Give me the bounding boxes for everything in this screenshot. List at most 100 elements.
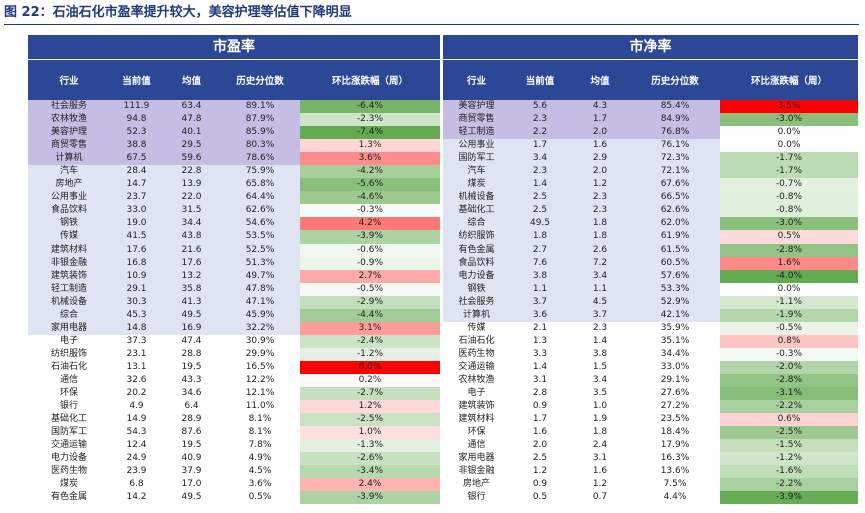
- table-row: 有色金属 14.2 49.5 0.5% -3.9%: [28, 491, 440, 505]
- cell: 综合: [443, 217, 510, 231]
- cell: 85.9%: [220, 126, 300, 140]
- cell: 3.4: [510, 152, 570, 166]
- table-row: 钢铁 1.1 1.1 53.3% 0.0%: [443, 282, 858, 296]
- cell: 1.2%: [300, 400, 440, 414]
- cell: 钢铁: [443, 282, 510, 296]
- cell: 37.3: [110, 334, 163, 348]
- cell: 16.5%: [220, 360, 300, 374]
- cell: 11.0%: [220, 400, 300, 414]
- cell: 0.6%: [720, 413, 858, 427]
- cell: 轻工制造: [443, 126, 510, 140]
- cell: 电力设备: [28, 452, 110, 466]
- cell: 16.3%: [630, 452, 720, 466]
- table-row: 传媒 2.1 2.3 35.9% -0.5%: [443, 321, 858, 335]
- cell: 76.1%: [630, 139, 720, 153]
- cell: 21.6: [163, 243, 220, 257]
- cell: 0.5: [510, 491, 570, 505]
- cell: 47.8: [163, 113, 220, 127]
- cell: 房地产: [28, 178, 110, 192]
- cell: 47.8%: [220, 282, 300, 296]
- table-row: 石油石化 13.1 19.5 16.5% 8.0%: [28, 360, 440, 374]
- cell: 交通运输: [443, 360, 510, 374]
- cell: 2.6: [570, 243, 630, 257]
- table-row: 电力设备 3.8 3.4 57.6% -4.0%: [443, 269, 858, 283]
- cell: 8.0%: [300, 360, 440, 374]
- column-header: 均值: [590, 76, 610, 87]
- cell: -2.8%: [720, 243, 858, 257]
- cell: 基础化工: [443, 204, 510, 218]
- cell: 传媒: [28, 230, 110, 244]
- cell: 33.0%: [630, 360, 720, 374]
- cell: 16.8: [110, 256, 163, 270]
- table-row: 纺织服饰 23.1 28.8 29.9% -1.2%: [28, 347, 440, 361]
- cell: 2.7%: [300, 269, 440, 283]
- cell: 公用事业: [443, 139, 510, 153]
- table-row: 医药生物 23.9 37.9 4.5% -3.4%: [28, 465, 440, 479]
- cell: 63.4: [163, 100, 220, 114]
- cell: 商贸零售: [28, 139, 110, 153]
- cell: 农林牧渔: [28, 113, 110, 127]
- cell: 13.2: [163, 269, 220, 283]
- cell: 1.4: [510, 360, 570, 374]
- column-header: 历史分位数: [236, 76, 284, 87]
- cell: 2.5: [510, 452, 570, 466]
- cell: 31.5: [163, 204, 220, 218]
- cell: -0.6%: [300, 243, 440, 257]
- cell: 1.2: [570, 478, 630, 492]
- cell: 45.3: [110, 308, 163, 322]
- cell: -0.3%: [300, 204, 440, 218]
- cell: 1.1: [570, 282, 630, 296]
- cell: 2.4: [570, 439, 630, 453]
- table-row: 建筑材料 17.6 21.6 52.5% -0.6%: [28, 243, 440, 257]
- cell: 0.5%: [720, 230, 858, 244]
- cell: 计算机: [443, 308, 510, 322]
- cell: 24.9: [110, 452, 163, 466]
- cell: 1.9: [570, 413, 630, 427]
- cell: 61.9%: [630, 230, 720, 244]
- table-row: 电子 37.3 47.4 30.9% -2.4%: [28, 334, 440, 348]
- cell: 34.4%: [630, 347, 720, 361]
- cell: 公用事业: [28, 191, 110, 205]
- table-row: 轻工制造 29.1 35.8 47.8% -0.5%: [28, 282, 440, 296]
- cell: 3.6: [510, 308, 570, 322]
- cell: 食品饮料: [443, 256, 510, 270]
- group-header: 市盈率: [28, 35, 440, 60]
- cell: 37.9: [163, 465, 220, 479]
- table-row: 银行 4.9 6.4 11.0% 1.2%: [28, 400, 440, 414]
- table-row: 通信 2.0 2.4 17.9% -1.5%: [443, 439, 858, 453]
- cell: 0.0%: [720, 126, 858, 140]
- table-row: 轻工制造 2.2 2.0 76.8% 0.0%: [443, 126, 858, 140]
- cell: 89.1%: [220, 100, 300, 114]
- cell: -3.9%: [720, 491, 858, 505]
- cell: 0.9: [510, 400, 570, 414]
- cell: 交通运输: [28, 439, 110, 453]
- cell: 1.5: [570, 360, 630, 374]
- cell: -1.7%: [720, 165, 858, 179]
- cell: 14.8: [110, 321, 163, 335]
- table-row: 综合 49.5 1.8 62.0% -3.0%: [443, 217, 858, 231]
- cell: -0.8%: [720, 191, 858, 205]
- cell: 38.8: [110, 139, 163, 153]
- cell: 1.1: [510, 282, 570, 296]
- table-row: 食品饮料 33.0 31.5 62.6% -0.3%: [28, 204, 440, 218]
- cell: 49.5: [163, 491, 220, 505]
- cell: -5.6%: [300, 178, 440, 192]
- cell: 3.5%: [720, 100, 858, 114]
- cell: 1.2: [510, 465, 570, 479]
- cell: 13.1: [110, 360, 163, 374]
- cell: -1.3%: [300, 439, 440, 453]
- cell: 2.1: [510, 321, 570, 335]
- cell: 14.2: [110, 491, 163, 505]
- cell: 美容护理: [443, 100, 510, 114]
- cell: 94.8: [110, 113, 163, 127]
- table-row: 社会服务 111.9 63.4 89.1% -6.4%: [28, 100, 440, 114]
- column-header: 当前值: [122, 76, 151, 87]
- cell: 4.3: [570, 100, 630, 114]
- cell: 2.8: [510, 387, 570, 401]
- cell: -1.2%: [300, 347, 440, 361]
- cell: 20.2: [110, 387, 163, 401]
- cell: 基础化工: [28, 413, 110, 427]
- cell: 煤炭: [443, 178, 510, 192]
- cell: 43.3: [163, 373, 220, 388]
- table-row: 计算机 67.5 59.6 78.6% 3.6%: [28, 152, 440, 166]
